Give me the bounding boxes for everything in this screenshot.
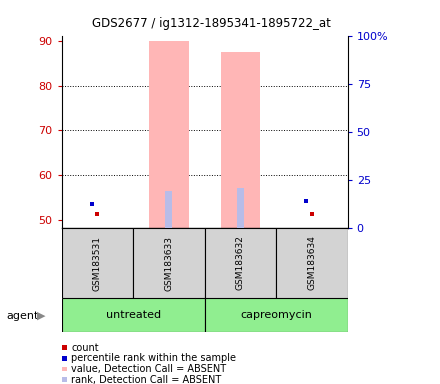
Text: untreated: untreated [106,310,161,320]
Text: GDS2677 / ig1312-1895341-1895722_at: GDS2677 / ig1312-1895341-1895722_at [92,17,330,30]
Bar [205,298,348,332]
Bar [133,228,205,298]
Text: value, Detection Call = ABSENT: value, Detection Call = ABSENT [71,364,227,374]
Bar [165,190,172,228]
Bar [221,52,260,228]
Text: GSM183632: GSM183632 [236,236,245,290]
Text: ▶: ▶ [37,311,45,321]
Text: capreomycin: capreomycin [240,310,312,320]
Text: percentile rank within the sample: percentile rank within the sample [71,353,236,363]
Bar [62,298,205,332]
Text: count: count [71,343,99,353]
Text: agent: agent [7,311,39,321]
Text: GSM183531: GSM183531 [93,235,102,291]
Text: rank, Detection Call = ABSENT: rank, Detection Call = ABSENT [71,375,221,384]
Bar [237,188,244,228]
Bar [276,228,348,298]
Bar [149,41,188,228]
Bar [62,228,133,298]
Text: GSM183633: GSM183633 [165,235,173,291]
Text: GSM183634: GSM183634 [308,236,316,290]
Bar [205,228,276,298]
